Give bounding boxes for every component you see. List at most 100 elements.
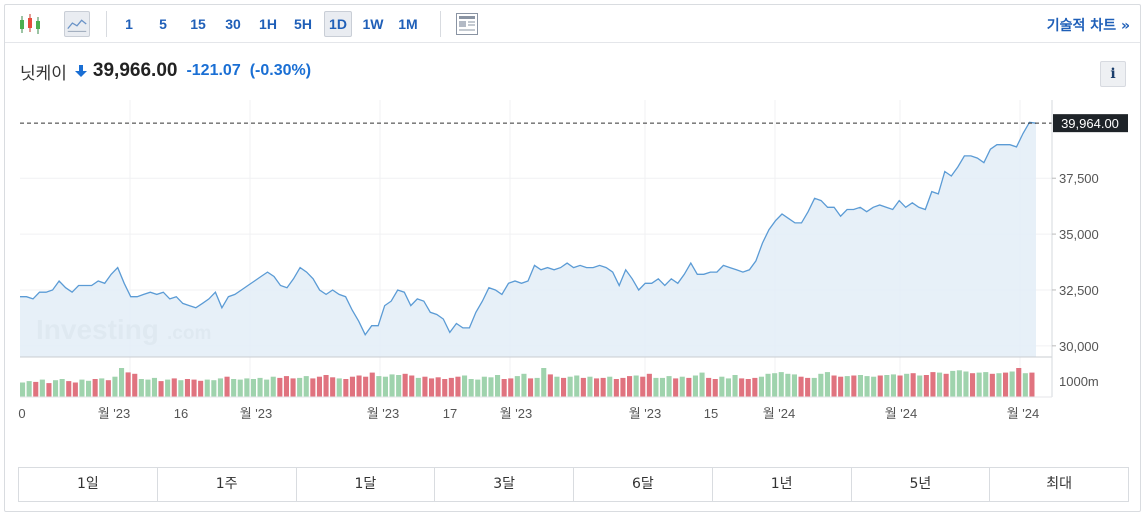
volume-bar [791,374,797,397]
volume-bar [692,375,698,397]
volume-bar [46,383,52,397]
volume-bar [422,376,428,397]
volume-bar [72,382,78,397]
volume-bar [250,379,256,397]
volume-bar [165,379,171,397]
x-tick-label: 월 '23 [240,406,273,421]
volume-bar [528,378,534,397]
interval-1[interactable]: 1 [125,16,133,32]
volume-bar [495,375,501,397]
range-3m-button[interactable]: 3달 [435,468,574,501]
range-1w-button[interactable]: 1주 [157,468,297,501]
volume-bar [415,377,421,397]
range-6m-button[interactable]: 6달 [574,468,713,501]
y-tick-label: 37,500 [1059,171,1099,186]
interval-5[interactable]: 5 [159,16,167,32]
volume-bar [442,379,448,397]
volume-bar [158,381,164,398]
range-max-button[interactable]: 최대 [990,468,1128,501]
info-button[interactable]: i [1100,61,1126,87]
range-5y-button[interactable]: 5년 [851,468,991,501]
x-tick-label: 월 '23 [367,406,400,421]
volume-bar [884,375,890,397]
volume-bar [765,373,771,397]
volume-bar [758,376,764,397]
instrument-name: 닛케이 [20,63,67,83]
volume-bar [600,377,606,397]
volume-bar [468,379,474,397]
technical-chart-link[interactable]: 기술적 차트 » [1046,18,1130,34]
volume-bar [627,376,633,397]
x-tick-label: 17 [443,406,457,421]
interval-5h[interactable]: 5H [294,16,312,32]
volume-bar [514,376,520,397]
volume-bar [534,377,540,397]
volume-bar [270,376,276,397]
range-selector: 1일 1주 1달 3달 6달 1년 5년 최대 [18,467,1129,502]
volume-bar [712,379,718,397]
volume-bar [303,376,309,397]
news-icon[interactable] [454,11,480,37]
volume-bar [39,379,45,397]
volume-bar [666,376,672,397]
volume-bar [191,379,197,397]
volume-bar [580,377,586,397]
volume-bar [330,377,336,397]
last-price-label: 39,964.00 [1061,116,1119,131]
volume-bar [402,373,408,397]
interval-1d[interactable]: 1D [324,11,352,37]
interval-1h[interactable]: 1H [259,16,277,32]
volume-bar [151,377,157,397]
volume-bar [59,379,65,397]
volume-bar [33,381,39,397]
price-change-percent: (-0.30%) [249,62,312,79]
price-area-fill [20,122,1036,357]
quote-header: 닛케이 39,966.00 -121.07 (-0.30%) [20,58,311,84]
range-1d-button[interactable]: 1일 [19,468,158,501]
area-chart-icon[interactable] [64,11,90,37]
range-1m-button[interactable]: 1달 [296,468,436,501]
interval-1m[interactable]: 1M [398,16,418,32]
interval-15[interactable]: 15 [190,16,206,32]
volume-bar [956,370,962,397]
volume-bar [264,379,270,397]
volume-bar [679,376,685,397]
volume-bar [996,373,1002,397]
volume-bar [323,375,329,397]
price-series-line [20,121,1037,336]
x-tick-label: 16 [174,406,188,421]
volume-bar [376,376,382,397]
volume-bar [508,378,514,397]
volume-bar [217,378,223,397]
volume-bar [785,373,791,397]
volume-bar [501,379,507,397]
interval-30[interactable]: 30 [225,16,241,32]
volume-bar [871,376,877,397]
volume-bar [184,379,190,397]
volume-bar [462,375,468,397]
volume-bar [917,375,923,397]
volume-bar [778,372,784,397]
x-tick-label: 15 [704,406,718,421]
volume-bar [1016,368,1022,397]
volume-bar [633,375,639,397]
volume-bar [613,379,619,397]
volume-bar [851,375,857,397]
volume-bar [857,375,863,397]
volume-bar [389,374,395,397]
volume-bar [699,372,705,397]
volume-bar [976,372,982,397]
volume-bar [343,379,349,397]
volume-bar [336,378,342,397]
interval-1w[interactable]: 1W [362,16,384,32]
candlestick-chart-icon[interactable] [17,11,43,37]
volume-bar [567,376,573,397]
volume-bar [547,374,553,397]
volume-bar [897,375,903,397]
range-1y-button[interactable]: 1년 [712,468,852,501]
volume-bar [587,376,593,397]
volume-bar [138,379,144,397]
volume-bar [620,377,626,397]
volume-bar [844,376,850,397]
